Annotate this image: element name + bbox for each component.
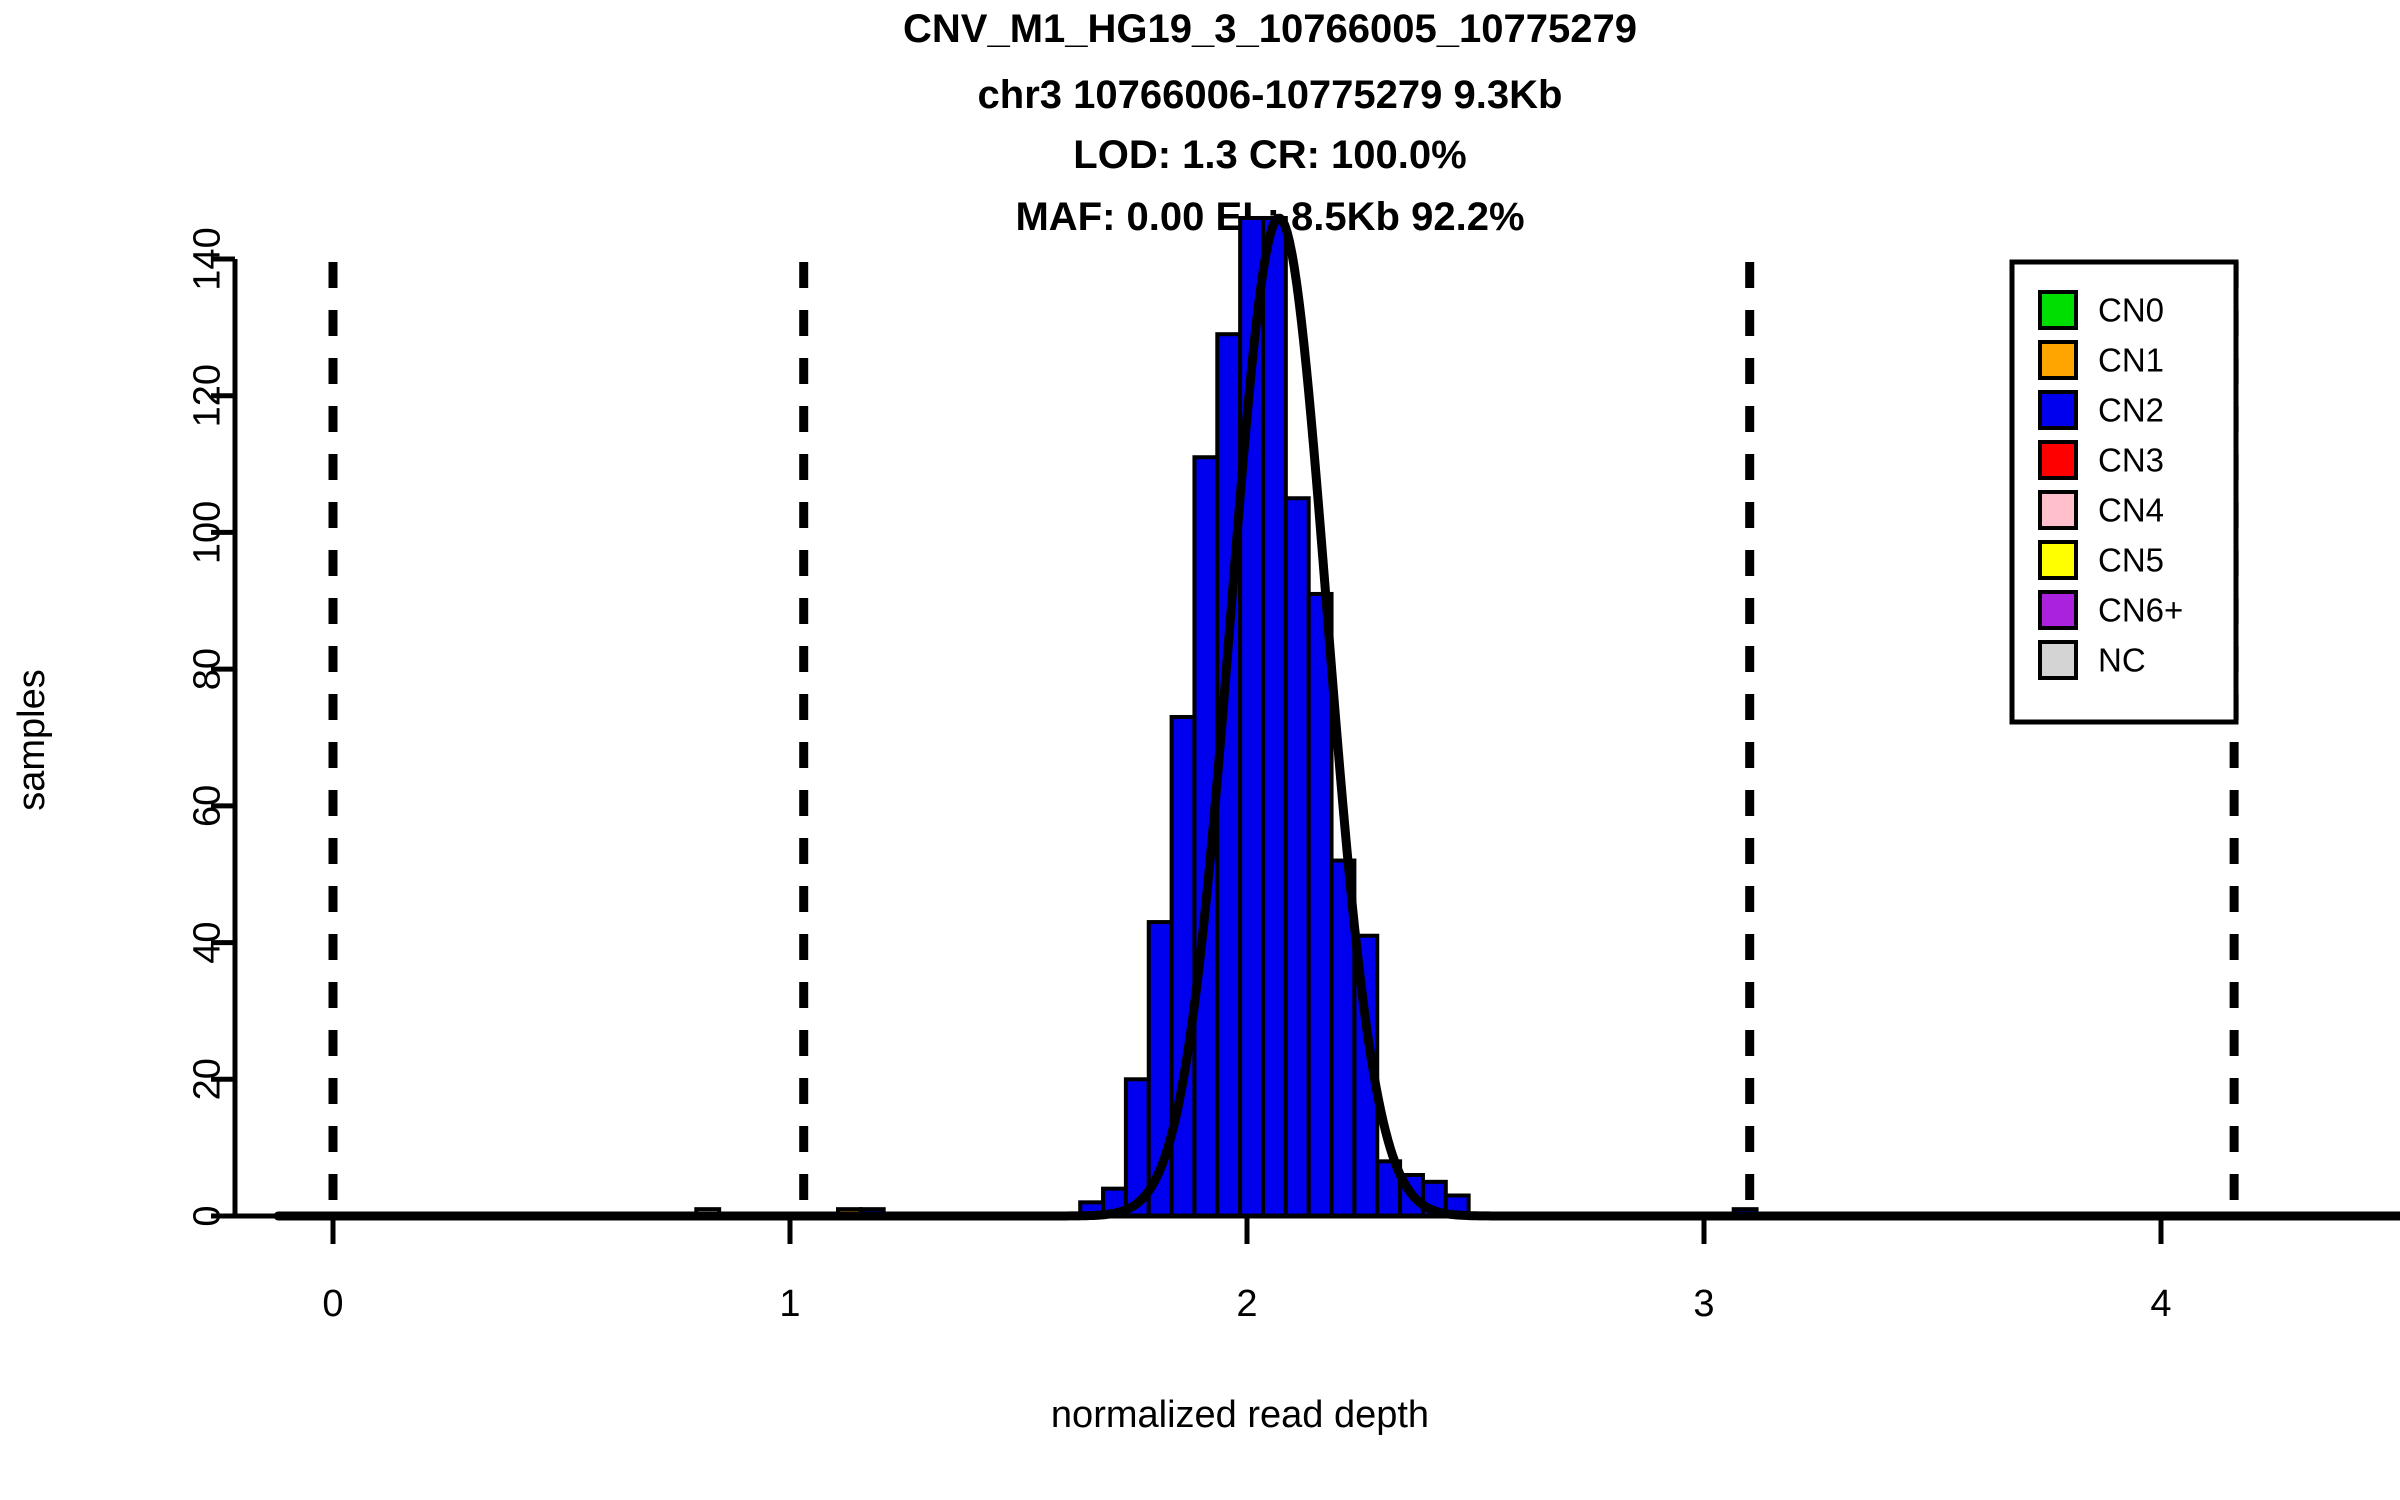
x-axis: 0 1 2 3 4 [235, 1213, 2360, 1325]
legend-item-cn3[interactable]: CN3 [2038, 440, 2164, 480]
plot-title-block: CNV_M1_HG19_3_10766005_10775279 chr3 107… [903, 7, 1637, 239]
y-axis-tick-label: 60 [186, 785, 228, 827]
y-axis-tick-label: 40 [186, 921, 228, 963]
legend-item-label: CN4 [2098, 492, 2164, 529]
histogram-bar [1283, 496, 1311, 1218]
legend[interactable]: CN0 CN1 CN2 CN3 CN4 CN5 CN6+ NC [2009, 259, 2239, 725]
title-line-1: CNV_M1_HG19_3_10766005_10775279 [903, 7, 1637, 51]
legend-item-cn4[interactable]: CN4 [2038, 490, 2164, 530]
x-axis-tick-label: 4 [2150, 1283, 2171, 1325]
x-axis-tick-label: 3 [1693, 1283, 1714, 1325]
x-axis-tick-label: 0 [322, 1283, 343, 1325]
title-line-3: LOD: 1.3 CR: 100.0% [1073, 133, 1466, 177]
legend-item-label: CN6+ [2098, 592, 2183, 629]
legend-item-nc[interactable]: NC [2038, 640, 2146, 680]
legend-item-label: CN2 [2098, 392, 2164, 429]
legend-swatch-icon [2038, 340, 2078, 380]
y-axis-tick-label: 0 [186, 1205, 228, 1226]
legend-item-label: CN3 [2098, 442, 2164, 479]
y-axis-tick-label: 140 [186, 227, 228, 290]
y-axis-tick-label: 120 [186, 364, 228, 427]
legend-item-label: NC [2098, 642, 2146, 679]
y-axis: 0 20 40 60 80 100 120 140 [186, 227, 238, 1227]
legend-item-cn5[interactable]: CN5 [2038, 540, 2164, 580]
legend-swatch-icon [2038, 490, 2078, 530]
legend-swatch-icon [2038, 590, 2078, 630]
legend-swatch-icon [2038, 290, 2078, 330]
y-axis-tick-label: 100 [186, 501, 228, 564]
legend-item-cn0[interactable]: CN0 [2038, 290, 2164, 330]
histogram-bar [1169, 714, 1197, 1218]
histogram-bar [1260, 215, 1288, 1218]
y-axis-title: samples [11, 669, 53, 811]
legend-swatch-icon [2038, 390, 2078, 430]
histogram-bar [1306, 591, 1334, 1218]
legend-item-cn2[interactable]: CN2 [2038, 390, 2164, 430]
legend-swatch-icon [2038, 440, 2078, 480]
legend-swatch-icon [2038, 540, 2078, 580]
legend-item-label: CN0 [2098, 292, 2164, 329]
x-axis-tick-label: 1 [779, 1283, 800, 1325]
legend-item-label: CN5 [2098, 542, 2164, 579]
y-axis-tick-label: 20 [186, 1058, 228, 1100]
x-axis-title: normalized read depth [1051, 1394, 1429, 1436]
legend-swatch-icon [2038, 640, 2078, 680]
legend-item-cn1[interactable]: CN1 [2038, 340, 2164, 380]
x-axis-tick-label: 2 [1236, 1283, 1257, 1325]
title-line-2: chr3 10766006-10775279 9.3Kb [978, 73, 1563, 117]
legend-item-label: CN1 [2098, 342, 2164, 379]
legend-item-cn6plus[interactable]: CN6+ [2038, 590, 2183, 630]
y-axis-tick-label: 80 [186, 648, 228, 690]
